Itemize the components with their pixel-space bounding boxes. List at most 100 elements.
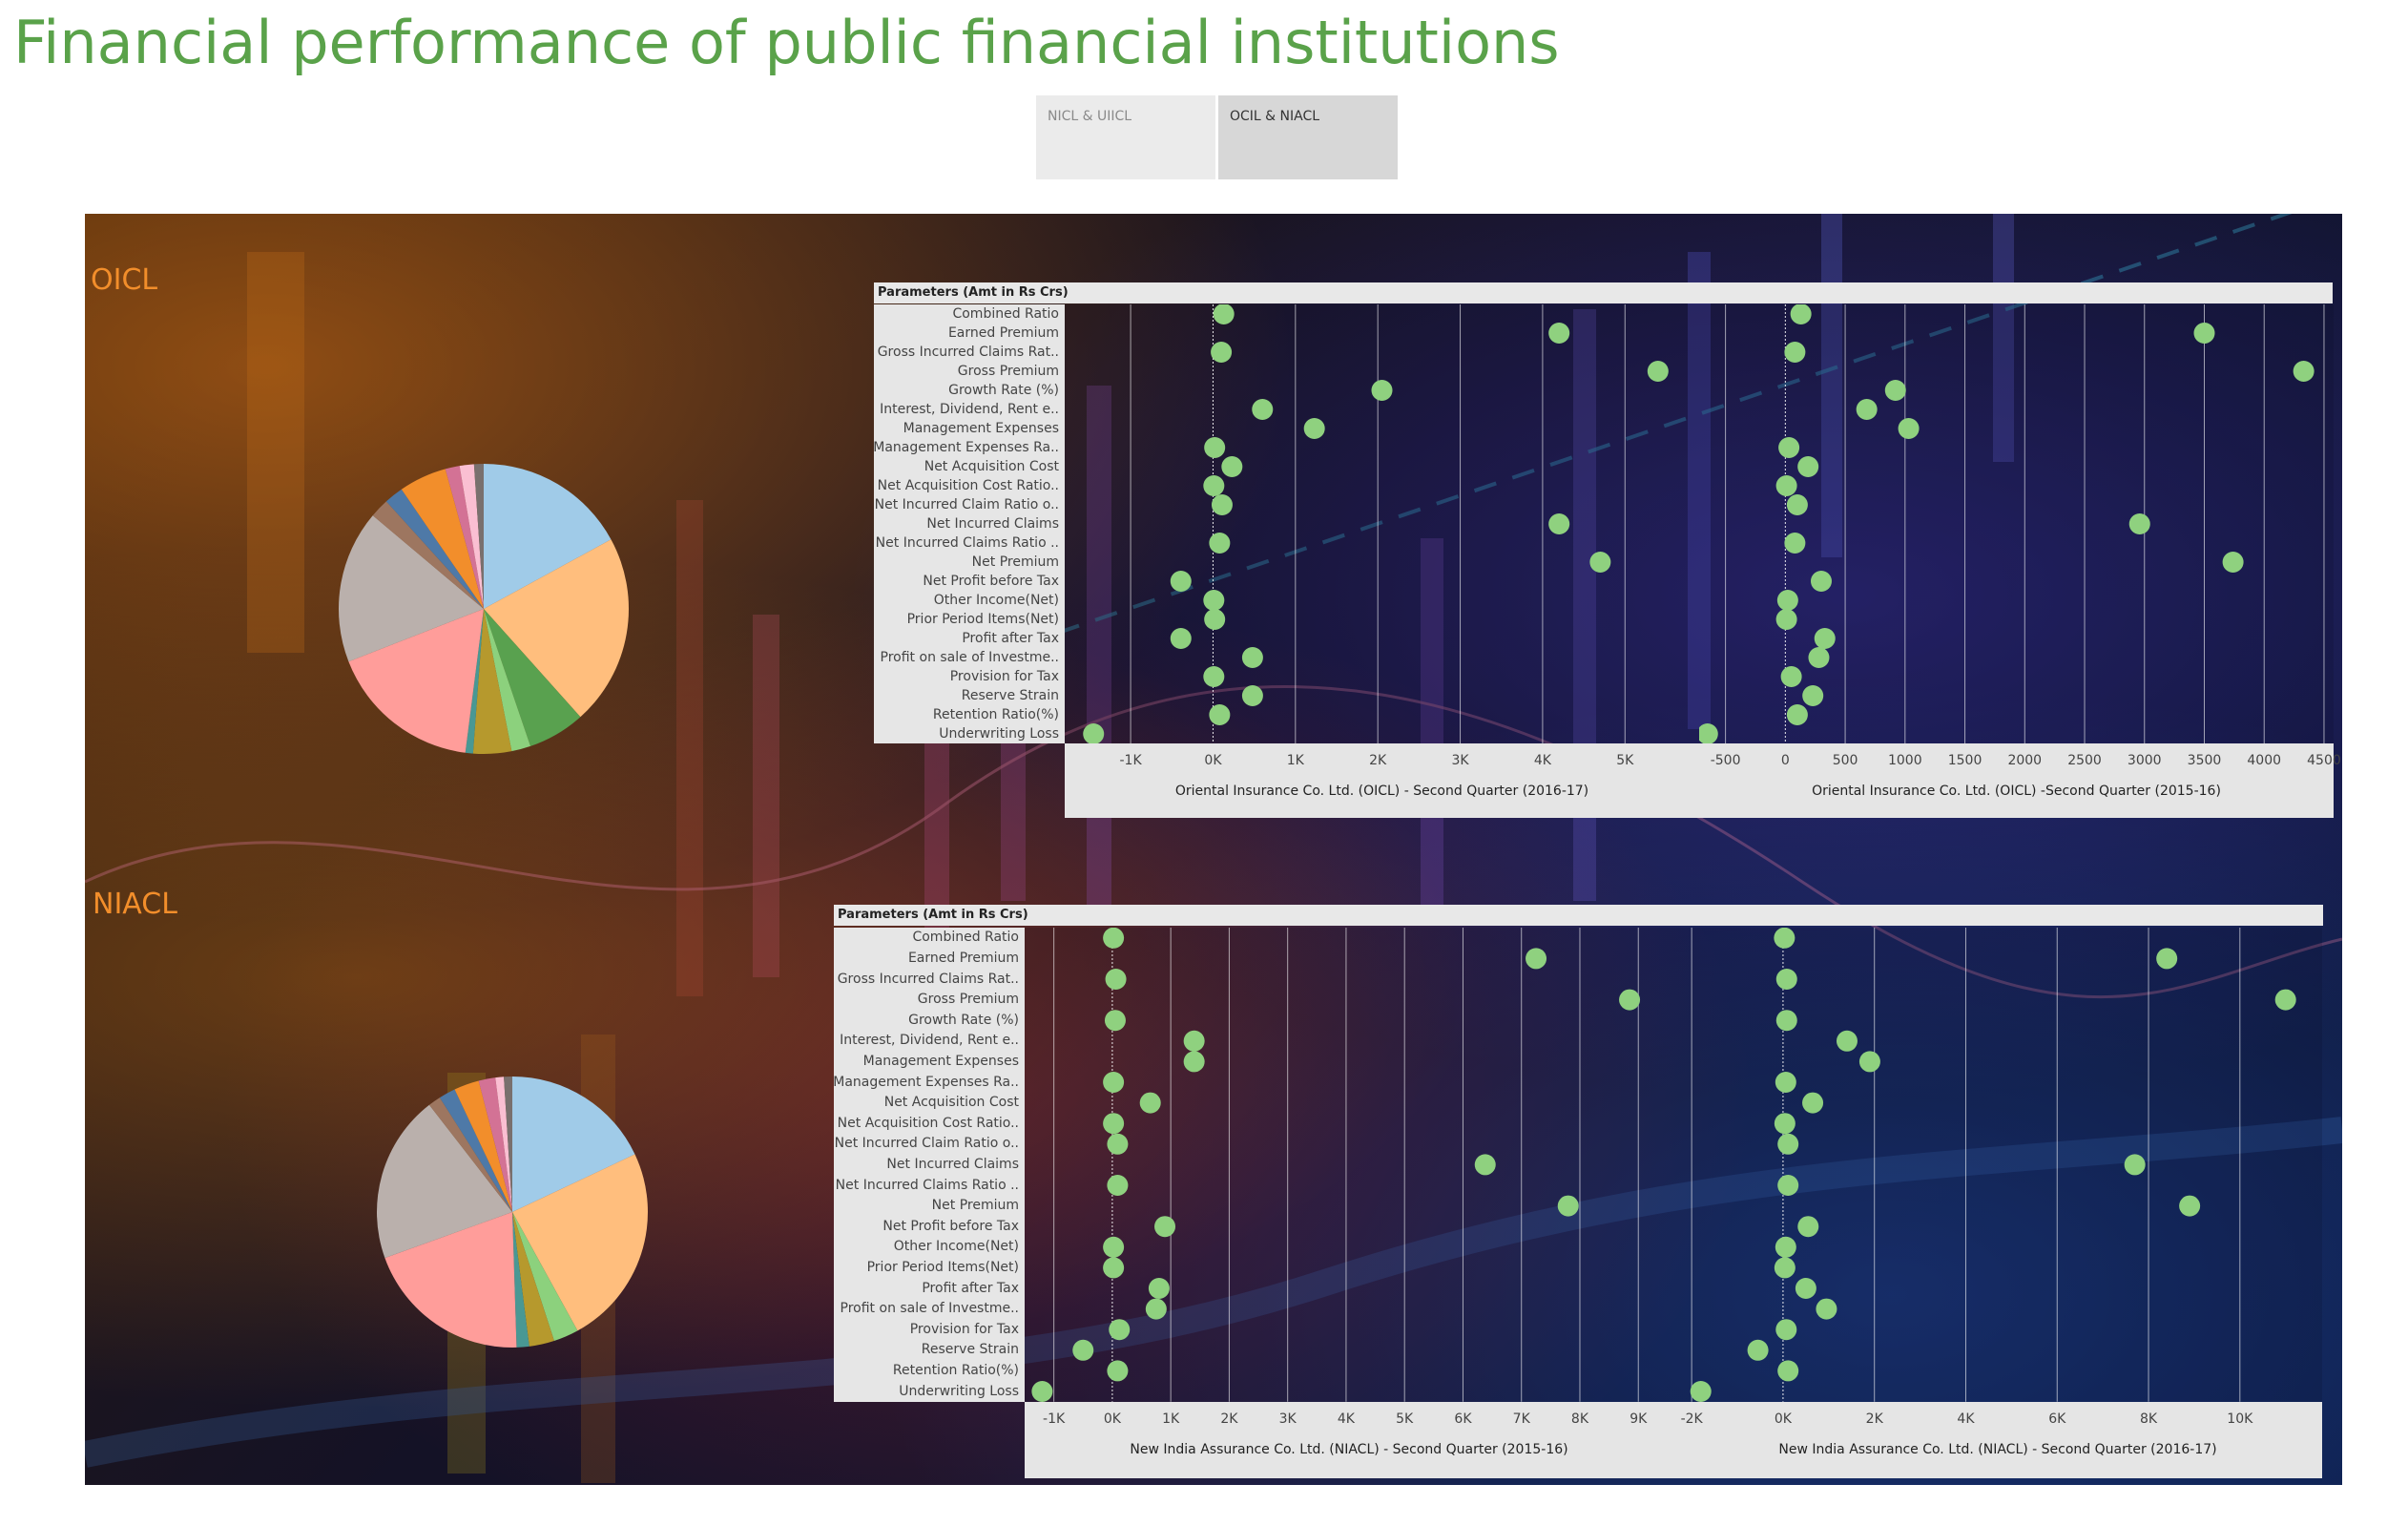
- pie-slice[interactable]: [512, 1212, 529, 1348]
- pie-slice[interactable]: [384, 1212, 517, 1348]
- pie-slice[interactable]: [484, 464, 612, 609]
- data-point[interactable]: [1109, 1319, 1131, 1341]
- pie-slice[interactable]: [445, 466, 484, 609]
- data-point[interactable]: [1816, 1298, 1837, 1320]
- data-point[interactable]: [2274, 989, 2296, 1011]
- data-point[interactable]: [1795, 1278, 1816, 1299]
- pie-slice[interactable]: [484, 609, 530, 752]
- data-point[interactable]: [1548, 323, 1570, 344]
- pie-slice[interactable]: [385, 489, 484, 609]
- data-point[interactable]: [1203, 590, 1225, 611]
- pie-slice[interactable]: [473, 464, 484, 609]
- data-point[interactable]: [1776, 590, 1798, 611]
- data-point[interactable]: [2222, 552, 2244, 573]
- data-point[interactable]: [1780, 666, 1802, 687]
- pie-slice[interactable]: [377, 1104, 512, 1259]
- pie-slice[interactable]: [372, 501, 484, 609]
- data-point[interactable]: [1203, 475, 1225, 496]
- data-point[interactable]: [1810, 571, 1832, 592]
- data-point[interactable]: [2293, 361, 2315, 382]
- tab-ocil-niacl[interactable]: OCIL & NIACL: [1218, 95, 1398, 179]
- data-point[interactable]: [1775, 609, 1797, 630]
- data-point[interactable]: [2156, 948, 2178, 970]
- data-point[interactable]: [1774, 1113, 1796, 1135]
- data-point[interactable]: [1856, 399, 1878, 420]
- data-point[interactable]: [1774, 928, 1796, 949]
- data-point[interactable]: [1802, 685, 1824, 706]
- data-point[interactable]: [1747, 1339, 1769, 1361]
- data-point[interactable]: [1209, 533, 1231, 554]
- data-point[interactable]: [2193, 323, 2215, 344]
- data-point[interactable]: [1211, 494, 1233, 515]
- data-point[interactable]: [1786, 494, 1808, 515]
- pie-slice[interactable]: [465, 609, 484, 754]
- data-point[interactable]: [1104, 1010, 1126, 1032]
- data-point[interactable]: [1303, 418, 1325, 439]
- data-point[interactable]: [1526, 948, 1547, 970]
- data-point[interactable]: [1103, 1236, 1125, 1258]
- data-point[interactable]: [1808, 647, 1830, 668]
- data-point[interactable]: [1775, 1010, 1797, 1032]
- data-point[interactable]: [2128, 513, 2150, 534]
- data-point[interactable]: [1774, 1257, 1796, 1279]
- data-point[interactable]: [1619, 989, 1641, 1011]
- pie-slice[interactable]: [504, 1077, 512, 1212]
- pie-slice[interactable]: [512, 1154, 648, 1331]
- data-point[interactable]: [1898, 418, 1920, 439]
- data-point[interactable]: [1775, 1319, 1797, 1341]
- data-point[interactable]: [1814, 628, 1836, 649]
- data-point[interactable]: [1775, 1072, 1796, 1093]
- data-point[interactable]: [1139, 1092, 1161, 1114]
- data-point[interactable]: [1211, 342, 1233, 363]
- data-point[interactable]: [1105, 969, 1127, 990]
- data-point[interactable]: [1221, 456, 1243, 477]
- data-point[interactable]: [1784, 342, 1806, 363]
- data-point[interactable]: [1241, 647, 1263, 668]
- pie-slice[interactable]: [484, 539, 629, 718]
- data-point[interactable]: [1777, 1133, 1799, 1155]
- data-point[interactable]: [1148, 1278, 1170, 1299]
- data-point[interactable]: [1884, 380, 1906, 401]
- data-point[interactable]: [1204, 609, 1226, 630]
- data-point[interactable]: [1699, 723, 1718, 743]
- data-point[interactable]: [1252, 399, 1274, 420]
- data-point[interactable]: [1107, 1133, 1129, 1155]
- data-point[interactable]: [2179, 1195, 2201, 1217]
- data-point[interactable]: [1775, 475, 1797, 496]
- data-point[interactable]: [1797, 1216, 1819, 1238]
- data-point[interactable]: [1103, 1072, 1125, 1093]
- data-point[interactable]: [1241, 685, 1263, 706]
- data-point[interactable]: [1213, 304, 1235, 324]
- data-point[interactable]: [1778, 437, 1800, 458]
- data-point[interactable]: [2124, 1154, 2146, 1176]
- data-point[interactable]: [1790, 304, 1812, 324]
- pie-slice[interactable]: [484, 609, 581, 746]
- data-point[interactable]: [1103, 928, 1125, 949]
- data-point[interactable]: [1072, 1339, 1094, 1361]
- data-point[interactable]: [1145, 1298, 1167, 1320]
- data-point[interactable]: [1647, 361, 1669, 382]
- data-point[interactable]: [1589, 552, 1611, 573]
- pie-slice[interactable]: [428, 1097, 512, 1212]
- data-point[interactable]: [1371, 380, 1393, 401]
- data-point[interactable]: [1557, 1195, 1579, 1217]
- data-point[interactable]: [1170, 628, 1192, 649]
- pie-slice[interactable]: [459, 464, 484, 609]
- data-point[interactable]: [1775, 969, 1797, 990]
- pie-slice[interactable]: [401, 469, 484, 609]
- data-point[interactable]: [1775, 1236, 1796, 1258]
- data-point[interactable]: [1107, 1360, 1129, 1382]
- data-point[interactable]: [1170, 571, 1192, 592]
- data-point[interactable]: [1204, 437, 1226, 458]
- data-point[interactable]: [1548, 513, 1570, 534]
- pie-slice[interactable]: [478, 1077, 512, 1212]
- data-point[interactable]: [1183, 1051, 1205, 1073]
- data-point[interactable]: [1777, 1360, 1799, 1382]
- data-point[interactable]: [1858, 1051, 1880, 1073]
- data-point[interactable]: [1154, 1216, 1176, 1238]
- pie-slice[interactable]: [472, 609, 512, 754]
- data-point[interactable]: [1103, 1113, 1125, 1135]
- data-point[interactable]: [1183, 1030, 1205, 1052]
- data-point[interactable]: [1802, 1092, 1824, 1114]
- pie-slice[interactable]: [512, 1212, 578, 1342]
